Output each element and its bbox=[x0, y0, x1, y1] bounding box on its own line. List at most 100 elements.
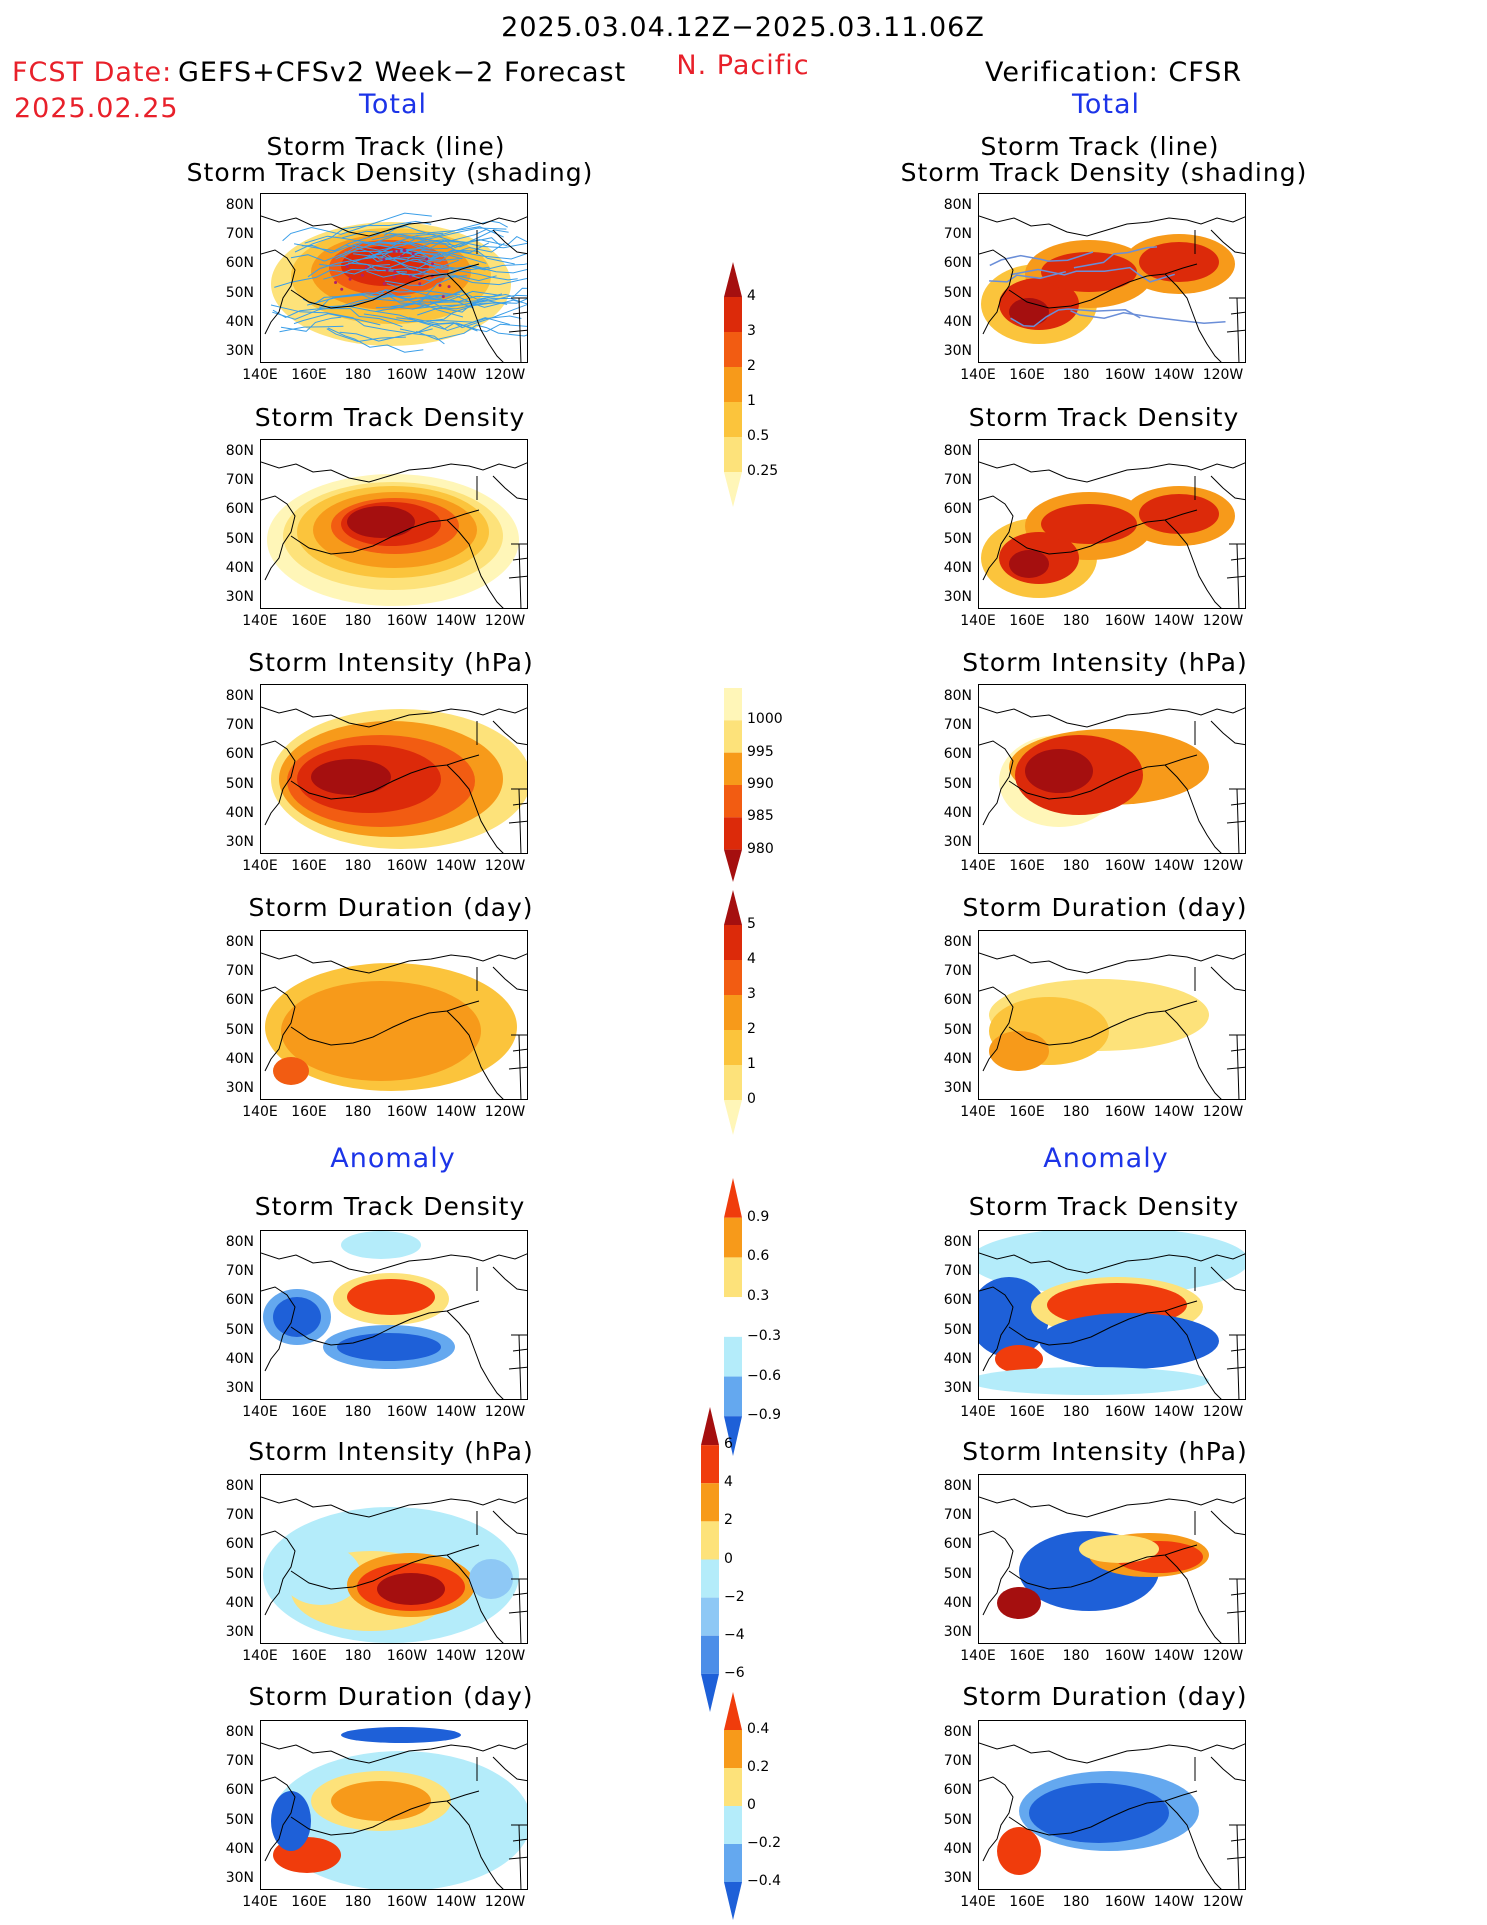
coastline bbox=[261, 1776, 296, 1862]
lon-tick-label: 180 bbox=[1062, 613, 1090, 629]
lon-tick-label: 140W bbox=[435, 367, 477, 383]
coastline bbox=[446, 1010, 504, 1099]
lat-tick-label: 30N bbox=[225, 1380, 254, 1396]
coastline bbox=[508, 329, 527, 333]
coastline bbox=[492, 1266, 527, 1292]
storm-track-line bbox=[323, 268, 408, 280]
title-duration-anom-right: Storm Duration (day) bbox=[962, 1682, 1248, 1711]
colorbar-label: 0.3 bbox=[747, 1288, 770, 1305]
lon-tick-label: 160W bbox=[1104, 367, 1146, 383]
storm-track-line bbox=[348, 305, 478, 332]
lon-tick-label: 180 bbox=[344, 1648, 372, 1664]
storm-track-line bbox=[1070, 310, 1226, 325]
colorbar-segment bbox=[701, 1635, 719, 1674]
colorbar-intensity_anom bbox=[701, 1407, 719, 1712]
coastline bbox=[261, 249, 296, 335]
lat-tick-label: 30N bbox=[943, 834, 972, 850]
storm-track-line bbox=[290, 242, 390, 262]
lon-tick-label: 180 bbox=[344, 1404, 372, 1420]
lat-tick-label: 60N bbox=[225, 1292, 254, 1309]
coastline bbox=[261, 1496, 527, 1518]
coastline bbox=[512, 557, 527, 561]
lat-tick-label: 60N bbox=[943, 1292, 972, 1309]
shading-region bbox=[331, 1781, 431, 1821]
section-total-left: Total bbox=[358, 89, 428, 120]
lon-tick-label: 180 bbox=[1062, 1648, 1090, 1664]
shading-region bbox=[341, 1727, 461, 1743]
shading-region bbox=[989, 1031, 1049, 1071]
lat-tick-label: 70N bbox=[943, 1507, 972, 1524]
colorbar-label: −2 bbox=[724, 1588, 745, 1605]
map-panel-dens-left bbox=[260, 439, 528, 609]
storm-track-line bbox=[390, 302, 511, 310]
lon-tick-label: 120W bbox=[484, 367, 526, 383]
lon-tick-label: 140W bbox=[435, 1648, 477, 1664]
colorbar-segment bbox=[724, 785, 742, 818]
colorbar-segment bbox=[724, 995, 742, 1030]
lon-tick-label: 180 bbox=[1062, 858, 1090, 874]
storm-track-line bbox=[272, 308, 403, 328]
coastline bbox=[979, 1530, 1014, 1616]
lon-tick-label: 160W bbox=[1104, 613, 1146, 629]
lon-tick-label: 140E bbox=[242, 858, 278, 874]
map-panel-duanom-left bbox=[260, 1720, 528, 1890]
coastline bbox=[1226, 575, 1245, 579]
map-panel-track-right bbox=[978, 193, 1246, 363]
colorbar-segment bbox=[724, 849, 742, 882]
track-point bbox=[393, 269, 397, 273]
coastline bbox=[1226, 1856, 1245, 1860]
coastline bbox=[518, 297, 522, 362]
storm-track-line bbox=[335, 237, 501, 260]
coastline bbox=[290, 754, 480, 800]
coastline bbox=[290, 1544, 480, 1590]
coastline bbox=[512, 1592, 527, 1596]
coastline bbox=[290, 263, 480, 309]
lat-tick-label: 60N bbox=[225, 1782, 254, 1799]
coastline bbox=[508, 1066, 527, 1070]
storm-track-line bbox=[397, 240, 527, 252]
map-canvas-int-left bbox=[261, 706, 527, 853]
track-point bbox=[348, 277, 352, 281]
coastline bbox=[508, 575, 527, 579]
coastline bbox=[1236, 1034, 1240, 1099]
coastline bbox=[1008, 1000, 1198, 1046]
lon-tick-label: 140E bbox=[242, 367, 278, 383]
lat-tick-label: 70N bbox=[943, 1753, 972, 1770]
colorbar-segment bbox=[724, 817, 742, 850]
track-point bbox=[441, 295, 445, 299]
coastline bbox=[518, 1578, 522, 1643]
lon-tick-label: 160E bbox=[1009, 367, 1045, 383]
map-panel-ianom-left bbox=[260, 1474, 528, 1644]
colorbar-label: 2 bbox=[724, 1512, 733, 1529]
colorbar-segment bbox=[701, 1407, 719, 1446]
lat-tick-label: 60N bbox=[943, 992, 972, 1009]
lon-tick-label: 140W bbox=[435, 613, 477, 629]
storm-track-line bbox=[294, 222, 412, 252]
track-point bbox=[400, 254, 404, 258]
map-canvas-int-right bbox=[979, 706, 1245, 853]
lon-tick-label: 160E bbox=[1009, 1104, 1045, 1120]
lon-tick-label: 140W bbox=[435, 858, 477, 874]
storm-track-line bbox=[1010, 266, 1176, 283]
shading-region bbox=[1009, 550, 1049, 578]
coastline bbox=[979, 249, 1014, 335]
lat-tick-label: 80N bbox=[225, 688, 254, 704]
lon-tick-label: 140W bbox=[1153, 858, 1195, 874]
lat-tick-label: 30N bbox=[943, 1380, 972, 1396]
lat-tick-label: 50N bbox=[225, 1565, 254, 1582]
map-canvas-dur-left bbox=[261, 952, 527, 1099]
shading-region bbox=[979, 1367, 1209, 1395]
region-title: N. Pacific bbox=[676, 50, 810, 81]
lat-tick-label: 80N bbox=[943, 934, 972, 950]
lon-tick-label: 140E bbox=[960, 613, 996, 629]
storm-track-line bbox=[386, 283, 527, 300]
lat-tick-label: 50N bbox=[225, 284, 254, 301]
colorbar-label: 6 bbox=[724, 1436, 733, 1453]
colorbar-segment bbox=[724, 402, 742, 437]
colorbar-duration_anom bbox=[724, 1692, 742, 1920]
lat-tick-label: 30N bbox=[943, 1624, 972, 1640]
lon-tick-label: 160E bbox=[1009, 613, 1045, 629]
coastline bbox=[508, 1610, 527, 1614]
colorbar-duration_total bbox=[724, 890, 742, 1135]
track-point bbox=[430, 262, 434, 266]
